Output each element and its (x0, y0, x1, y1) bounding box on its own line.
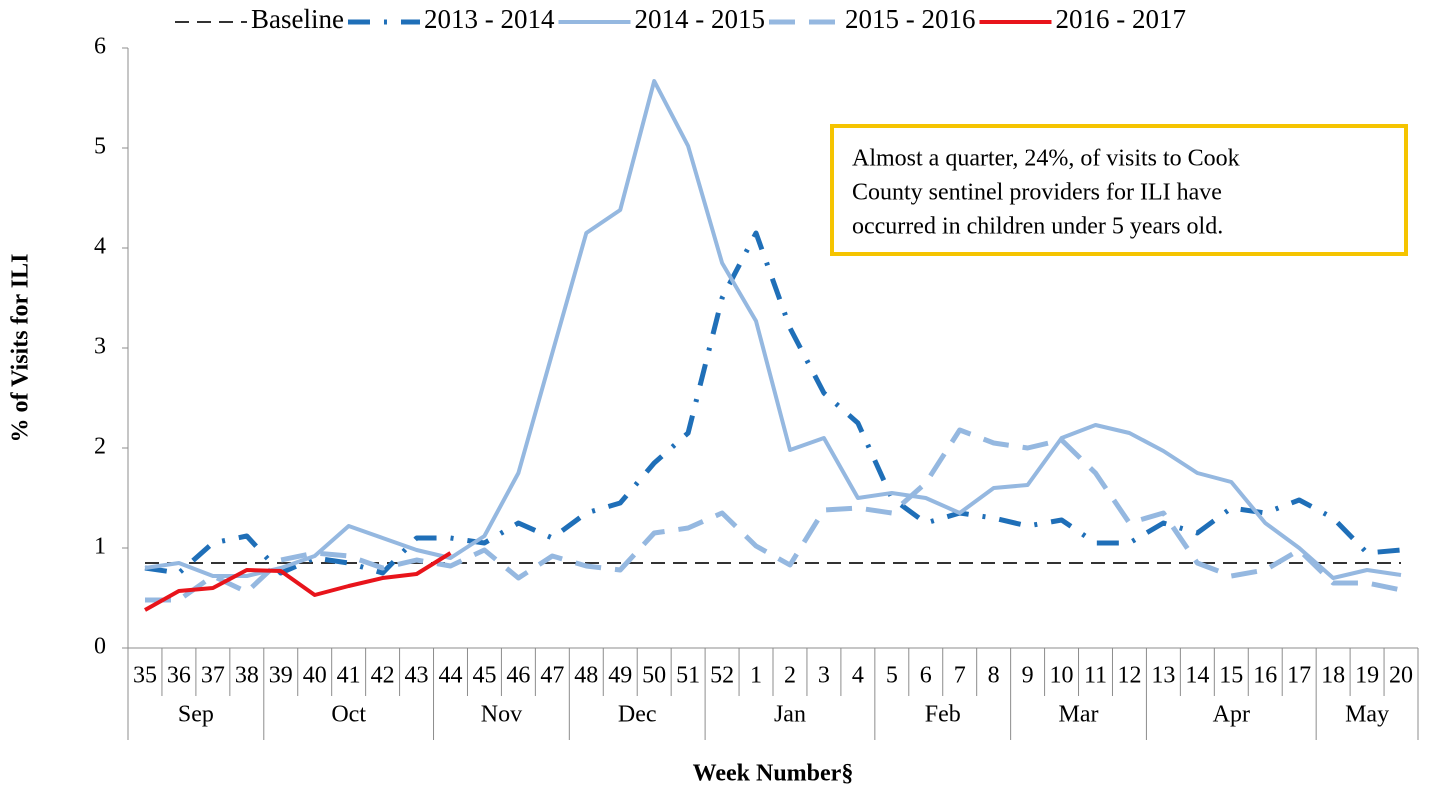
group-label: Oct (331, 702, 366, 728)
x-tick-label: 15 (1219, 663, 1243, 689)
x-tick-label: 8 (988, 663, 1000, 689)
x-tick-label: 14 (1185, 663, 1209, 689)
x-tick-label: 10 (1050, 663, 1074, 689)
x-tick-label: 36 (167, 663, 191, 689)
group-label: Feb (925, 702, 961, 728)
group-label: Mar (1059, 702, 1099, 728)
x-tick-label: 42 (371, 663, 395, 689)
group-label: Jan (774, 702, 806, 728)
x-tick-label: 45 (472, 663, 496, 689)
x-tick-label: 17 (1287, 663, 1311, 689)
x-tick-label: 19 (1355, 663, 1379, 689)
series-line (145, 427, 1402, 603)
x-tick-label: 9 (1022, 663, 1034, 689)
y-tick-label: 5 (94, 134, 106, 160)
x-tick-label: 3 (818, 663, 830, 689)
group-label: Apr (1213, 702, 1250, 728)
y-tick-label: 1 (94, 534, 106, 560)
legend-label: 2013 - 2014 (424, 4, 555, 34)
x-tick-label: 52 (710, 663, 734, 689)
y-axis-title: % of Visits for ILI (8, 254, 34, 443)
group-label: Sep (178, 702, 214, 728)
x-tick-label: 46 (506, 663, 530, 689)
legend-label: 2015 - 2016 (845, 4, 976, 34)
x-tick-label: 40 (303, 663, 327, 689)
x-tick-label: 44 (439, 663, 463, 689)
x-tick-label: 20 (1389, 663, 1413, 689)
x-tick-label: 35 (133, 663, 157, 689)
x-tick-label: 51 (676, 663, 700, 689)
y-tick-label: 6 (94, 34, 106, 60)
legend-label: 2014 - 2015 (634, 4, 765, 34)
y-tick-label: 4 (94, 234, 106, 260)
x-tick-label: 13 (1151, 663, 1175, 689)
series-line (144, 230, 1402, 576)
legend-label: 2016 - 2017 (1055, 4, 1186, 34)
x-tick-label: 41 (337, 663, 361, 689)
group-label: Dec (618, 702, 657, 728)
x-tick-label: 37 (201, 663, 225, 689)
x-tick-label: 12 (1117, 663, 1141, 689)
x-tick-label: 18 (1321, 663, 1345, 689)
x-tick-label: 1 (750, 663, 762, 689)
y-tick-label: 2 (94, 434, 106, 460)
x-tick-label: 43 (405, 663, 429, 689)
x-tick-label: 16 (1253, 663, 1277, 689)
x-tick-label: 50 (642, 663, 666, 689)
series-line (144, 551, 452, 612)
annotation-text: County sentinel providers for ILI have (852, 180, 1222, 206)
x-tick-label: 7 (954, 663, 966, 689)
annotation-text: occurred in children under 5 years old. (852, 214, 1223, 240)
annotation-box (830, 124, 1408, 256)
x-tick-label: 39 (269, 663, 293, 689)
x-tick-label: 47 (540, 663, 564, 689)
x-tick-label: 48 (574, 663, 598, 689)
group-label: Nov (481, 702, 522, 728)
x-tick-label: 49 (608, 663, 632, 689)
group-label: May (1345, 702, 1389, 728)
x-tick-label: 4 (852, 663, 864, 689)
x-tick-label: 2 (784, 663, 796, 689)
x-tick-label: 11 (1084, 663, 1107, 689)
x-tick-label: 5 (886, 663, 898, 689)
annotation-text: Almost a quarter, 24%, of visits to Cook (852, 146, 1240, 172)
legend-label: Baseline (251, 4, 344, 34)
y-tick-label: 0 (94, 634, 106, 660)
series-line (144, 79, 1402, 580)
x-tick-label: 6 (920, 663, 932, 689)
x-tick-label: 38 (235, 663, 259, 689)
x-axis-title: Week Number§ (693, 761, 854, 787)
y-tick-label: 3 (94, 334, 106, 360)
